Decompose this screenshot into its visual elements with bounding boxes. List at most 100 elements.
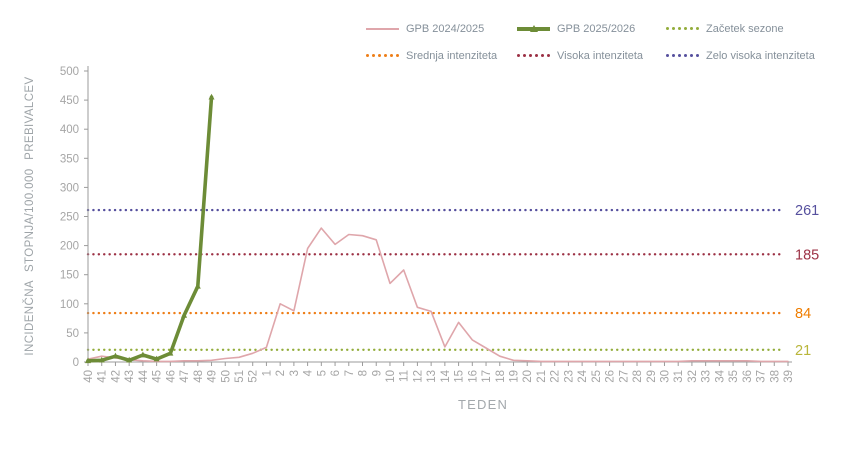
legend-label: Visoka intenziteta [557,49,644,62]
legend-label: GPB 2025/2026 [557,22,636,35]
x-tick-label: 27 [618,370,630,383]
y-tick-label: 200 [60,241,79,253]
x-tick-label: 14 [440,369,452,382]
x-tick-label: 41 [97,370,109,383]
x-tick-label: 12 [412,370,424,383]
legend-item-visoka-intenziteta: Visoka intenziteta [517,49,666,62]
y-tick-label: 500 [60,66,79,78]
series-marker-gpb-2025-2026 [167,349,174,356]
x-tick-label: 9 [371,370,383,376]
y-tick-label: 50 [66,328,79,340]
legend-label: GPB 2024/2025 [406,22,485,35]
legend-item-za-etek-sezone: Začetek sezone [666,22,850,35]
x-tick-label: 15 [454,370,466,383]
x-tick-label: 51 [234,370,246,383]
visoka-intenziteta-swatch-icon [517,53,551,58]
x-tick-label: 25 [591,370,603,383]
legend-label: Srednja intenziteta [406,49,498,62]
series-line-gpb-2024-2025 [87,227,789,363]
za-etek-sezone-swatch-icon [666,26,700,31]
series-marker-gpb-2025-2026 [208,93,215,100]
x-tick-label: 40 [83,370,95,383]
x-tick-label: 29 [646,370,658,383]
x-tick-label: 39 [783,370,795,383]
x-tick-label: 4 [303,369,315,376]
x-tick-label: 45 [152,370,164,383]
x-tick-label: 34 [714,369,726,382]
x-tick-label: 47 [179,370,191,383]
x-tick-label: 49 [207,370,219,383]
series-marker-gpb-2025-2026 [126,356,133,363]
x-tick-label: 30 [659,370,671,383]
x-tick-label: 20 [522,370,534,383]
series-marker-gpb-2025-2026 [85,357,91,364]
x-tick-label: 37 [756,370,768,383]
x-tick-label: 42 [110,370,122,383]
zelo-visoka-intenziteta-swatch-icon [666,53,700,58]
x-tick-label: 3 [289,370,301,376]
x-tick-label: 35 [728,370,740,383]
x-tick-label: 36 [742,370,754,383]
legend-label: Začetek sezone [706,22,784,35]
y-tick-label: 300 [60,182,79,194]
series-marker-gpb-2025-2026 [112,352,119,359]
series-marker-gpb-2025-2026 [181,311,188,318]
x-tick-label: 10 [385,370,397,383]
y-tick-label: 400 [60,124,79,136]
legend-item-zelo-visoka-intenziteta: Zelo visoka intenziteta [666,49,850,62]
legend-label: Zelo visoka intenziteta [706,49,815,62]
legend-item-srednja-intenziteta: Srednja intenziteta [366,49,517,62]
x-tick-label: 43 [124,370,136,383]
x-tick-label: 44 [138,369,150,382]
x-tick-label: 11 [399,370,411,382]
y-tick-label: 450 [60,95,79,107]
y-tick-label: 350 [60,153,79,165]
x-tick-label: 2 [275,370,287,376]
y-tick-label: 150 [60,270,79,282]
x-tick-label: 26 [605,370,617,383]
threshold-value-label-185: 185 [795,247,819,263]
gpb-2024-2025-swatch-icon [366,27,399,30]
x-tick-label: 16 [467,370,479,383]
threshold-value-label-84: 84 [795,306,811,322]
series-line-gpb-2025-2026 [86,95,214,363]
series-marker-gpb-2025-2026 [153,355,160,362]
x-tick-label: 46 [165,370,177,383]
x-tick-label: 52 [248,370,260,383]
legend: GPB 2024/2025 GPB 2025/2026 Začetek sezone… [366,22,850,62]
series-marker-gpb-2025-2026 [139,351,146,358]
x-tick-label: 38 [769,370,781,383]
series-marker-gpb-2025-2026 [98,356,105,363]
x-tick-label: 17 [481,370,493,383]
legend-item-gpb-2024-2025: GPB 2024/2025 [366,22,517,35]
x-tick-label: 5 [316,370,328,376]
x-axis-title: TEDEN [457,397,509,412]
x-tick-label: 23 [563,370,575,383]
x-tick-label: 24 [577,369,589,382]
legend-item-gpb-2025-2026: GPB 2025/2026 [517,22,666,35]
x-tick-label: 1 [261,370,273,376]
x-tick-label: 50 [220,370,232,383]
gpb-2025-2026-swatch-icon [517,24,550,32]
x-tick-label: 21 [536,370,548,383]
x-tick-label: 6 [330,370,342,376]
x-tick-label: 48 [193,370,205,383]
x-tick-label: 28 [632,370,644,383]
x-tick-label: 31 [673,370,685,383]
srednja-intenziteta-swatch-icon [366,53,400,58]
y-tick-label: 100 [60,299,79,311]
threshold-value-label-21: 21 [795,343,811,359]
series-marker-gpb-2025-2026 [194,282,201,289]
x-tick-label: 32 [687,370,699,383]
x-tick-label: 7 [344,370,356,376]
x-tick-label: 19 [509,370,521,383]
y-tick-label: 250 [60,212,79,224]
x-tick-label: 22 [550,370,562,383]
x-tick-label: 33 [701,370,713,383]
x-tick-label: 8 [358,370,370,376]
x-tick-label: 13 [426,370,438,383]
threshold-value-label-261: 261 [795,203,819,219]
x-tick-label: 18 [495,370,507,383]
